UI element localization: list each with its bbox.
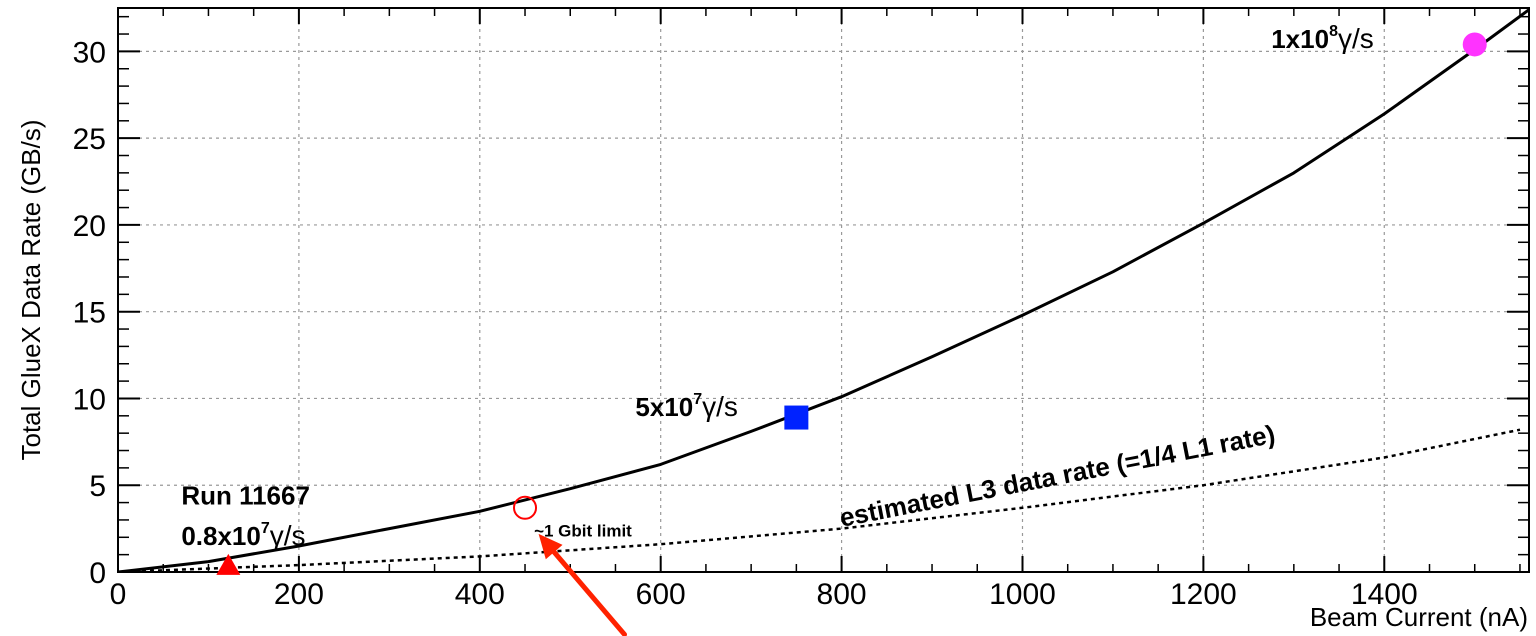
annotation-run-flux: 0.8x107γ/s (181, 520, 305, 551)
y-tick-label: 20 (73, 210, 106, 243)
x-tick-label: 400 (455, 578, 505, 611)
axes: 0 200 400 600 800 1000 1200 1400 0 5 10 15 20 25 30 (73, 8, 1529, 611)
y-tick-label: 0 (89, 557, 106, 590)
y-tick-label: 15 (73, 297, 106, 330)
annotation-unit: γ/s (1338, 23, 1374, 54)
y-tick-label: 10 (73, 383, 106, 416)
marker-layer (216, 32, 1487, 575)
x-tick-label: 1400 (1351, 578, 1418, 611)
annotation-flux-1e8: 1x108γ/s (1271, 23, 1374, 54)
x-tick-label: 1200 (1170, 578, 1237, 611)
plot-frame (117, 7, 1530, 573)
annotation-base: 5x10 (635, 392, 693, 422)
x-tick-label: 800 (817, 578, 867, 611)
annotation-exponent: 7 (693, 391, 702, 408)
series-layer (118, 8, 1529, 572)
annotation-base: 1x10 (1271, 24, 1329, 54)
annotation-base: 0.8x10 (181, 521, 261, 551)
marker-circle-filled (1462, 32, 1487, 57)
y-tick-label: 5 (89, 470, 106, 503)
x-tick-label: 600 (636, 578, 686, 611)
y-tick-label: 25 (73, 123, 106, 156)
annotation-flux-5e7: 5x107γ/s (635, 391, 738, 422)
annotation-exponent: 8 (1329, 23, 1338, 40)
total-rate-line (118, 8, 1529, 572)
annotation-unit: γ/s (270, 520, 306, 551)
arrow-head (538, 533, 563, 560)
annotation-gbit-limit: ~1 Gbit limit (534, 521, 632, 540)
x-tick-label: 200 (274, 578, 324, 611)
y-tick-label: 30 (73, 36, 106, 69)
arrow-shaft (551, 549, 628, 636)
annotation-exponent: 7 (261, 520, 270, 537)
x-tick-label: 1000 (989, 578, 1056, 611)
x-tick-label: 0 (110, 578, 127, 611)
l3-rate-line (118, 428, 1521, 572)
annotation-run-label: Run 11667 (181, 480, 310, 510)
annotation-unit: γ/s (702, 391, 738, 422)
marker-square (784, 405, 809, 430)
y-axis-title: Total GlueX Data Rate (GB/s) (16, 119, 46, 460)
marker-triangle (216, 553, 241, 575)
marker-circle-open (513, 495, 538, 520)
x-axis-title: Beam Current (nA) (1310, 602, 1528, 632)
grid (118, 8, 1529, 572)
